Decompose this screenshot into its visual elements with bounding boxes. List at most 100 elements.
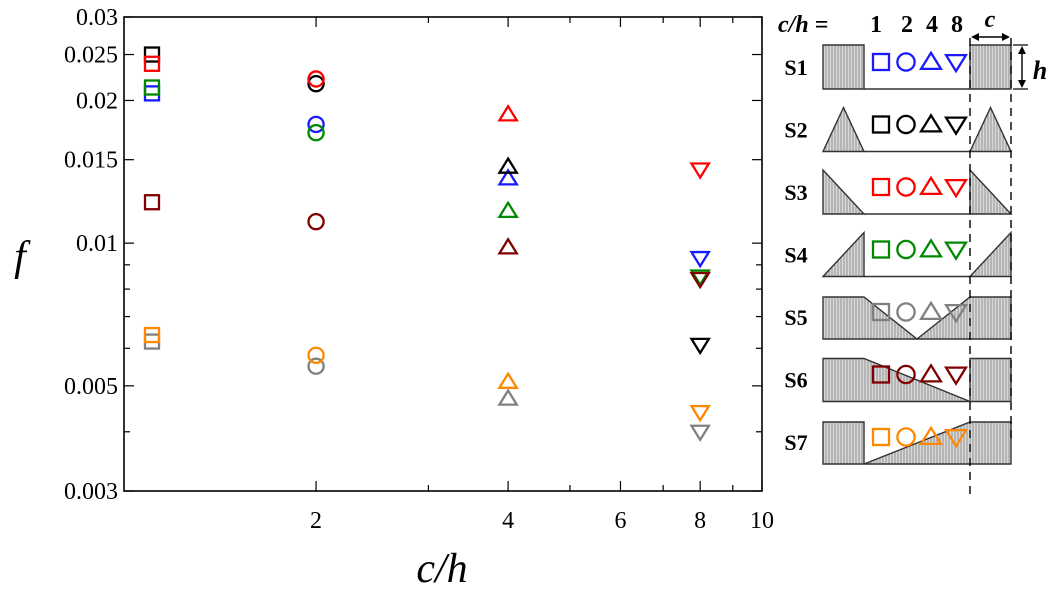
data-point-s5-ch8 bbox=[689, 424, 711, 443]
legend-row-label: S5 bbox=[784, 305, 807, 330]
legend-row-s1: S1 bbox=[784, 44, 1012, 90]
data-point-s6-ch4 bbox=[497, 237, 519, 255]
legend-geometry-slope-down bbox=[822, 357, 1012, 403]
legend-header-8: 8 bbox=[951, 12, 963, 38]
legend-geometry-ramp-up bbox=[821, 230, 1012, 278]
y-axis-label: f bbox=[14, 234, 31, 280]
legend-row-s7: S7 bbox=[784, 421, 1012, 465]
legend-header-1: 1 bbox=[870, 12, 882, 38]
data-point-s6-ch1 bbox=[143, 194, 161, 211]
legend-row-label: S2 bbox=[784, 118, 807, 143]
data-point-s3-ch2 bbox=[307, 70, 325, 88]
x-tick-label: 2 bbox=[310, 508, 322, 534]
data-point-s2-ch4 bbox=[497, 156, 519, 174]
x-tick-label: 10 bbox=[750, 508, 774, 534]
data-point-s2-ch2 bbox=[307, 74, 325, 93]
legend-row-label: S6 bbox=[784, 368, 807, 393]
legend-marker-triangle-up bbox=[919, 363, 943, 383]
legend-marker-triangle-up bbox=[919, 175, 943, 196]
legend-marker-triangle-up bbox=[919, 50, 943, 71]
legend-marker-square bbox=[871, 115, 891, 134]
legend-marker-square bbox=[871, 427, 891, 447]
data-point-s3-ch8 bbox=[689, 162, 711, 180]
data-point-s3-ch1 bbox=[143, 55, 161, 72]
legend-geometry-rect-block bbox=[822, 44, 1012, 90]
data-point-s1-ch4 bbox=[497, 168, 519, 186]
data-point-s7-ch4 bbox=[497, 371, 519, 389]
data-point-s5-ch4 bbox=[497, 388, 519, 406]
data-point-s4-ch4 bbox=[497, 200, 519, 219]
legend-marker-square bbox=[871, 177, 891, 197]
data-points bbox=[143, 46, 711, 443]
data-point-s2-ch8 bbox=[689, 337, 711, 356]
legend-row-label: S1 bbox=[784, 55, 807, 80]
y-tick-label: 0.025 bbox=[64, 43, 118, 69]
plot-frame bbox=[123, 16, 763, 492]
legend-row-label: S3 bbox=[784, 180, 807, 205]
legend-h-label: h bbox=[1033, 56, 1047, 85]
axis-ticks: 2 4 6 8 10 0.003 0.005 0.01 0.015 0.02 0.025 0.03 bbox=[64, 5, 774, 534]
data-point-s5-ch2 bbox=[307, 357, 325, 375]
c-dimension-arrow bbox=[971, 33, 1010, 41]
y-tick-label: 0.015 bbox=[64, 148, 118, 174]
legend-header-2: 2 bbox=[901, 12, 913, 38]
legend-c-label: c bbox=[985, 7, 996, 33]
h-dimension-arrow bbox=[1013, 44, 1028, 90]
y-tick-label: 0.01 bbox=[76, 231, 118, 257]
legend-row-s4: S4 bbox=[784, 230, 1012, 278]
legend-marker-triangle-down bbox=[944, 428, 968, 449]
legend-row-label: S4 bbox=[784, 243, 807, 268]
legend-marker-circle bbox=[896, 364, 916, 385]
x-tick-label: 8 bbox=[694, 508, 706, 534]
legend-marker-circle bbox=[896, 427, 916, 447]
legend-marker-circle bbox=[896, 302, 916, 322]
legend-marker-circle bbox=[896, 52, 916, 72]
data-point-s4-ch2 bbox=[307, 124, 325, 142]
legend-marker-circle bbox=[896, 177, 916, 197]
data-point-s4-ch1 bbox=[143, 79, 161, 96]
legend-marker-triangle-down bbox=[944, 366, 968, 386]
legend-row-s2: S2 bbox=[784, 105, 1013, 153]
data-point-s6-ch2 bbox=[307, 212, 325, 231]
legend-geometry-slope-up bbox=[822, 421, 1012, 465]
legend-marker-triangle-up bbox=[919, 425, 943, 446]
legend-marker-triangle-down bbox=[944, 241, 968, 261]
data-point-s6-ch8 bbox=[689, 271, 711, 290]
x-tick-label: 6 bbox=[614, 508, 626, 534]
legend-marker-triangle-up bbox=[919, 113, 943, 133]
legend-marker-circle bbox=[896, 114, 916, 135]
x-tick-label: 4 bbox=[502, 508, 514, 534]
data-point-s7-ch2 bbox=[307, 346, 325, 365]
legend-geometry-ramp-down bbox=[822, 168, 1013, 215]
x-axis-label: c/h bbox=[416, 546, 467, 591]
legend-marker-triangle-down bbox=[944, 178, 968, 199]
y-tick-label: 0.03 bbox=[76, 5, 118, 31]
legend-marker-triangle-up bbox=[919, 300, 943, 321]
legend-marker-triangle-down bbox=[944, 303, 968, 324]
y-tick-label: 0.003 bbox=[64, 479, 118, 505]
plot-axes bbox=[123, 16, 763, 492]
legend-marker-triangle-up bbox=[919, 238, 943, 258]
legend-geometry-triangle bbox=[821, 105, 1013, 153]
legend-marker-circle bbox=[896, 239, 916, 260]
data-point-s3-ch4 bbox=[497, 104, 519, 122]
data-point-s4-ch8 bbox=[689, 269, 711, 287]
legend-header-label: c/h = bbox=[778, 12, 828, 38]
data-point-s1-ch2 bbox=[307, 115, 325, 134]
legend-header-4: 4 bbox=[926, 12, 938, 38]
legend-geometry-v-notch bbox=[822, 296, 1012, 340]
data-point-s1-ch8 bbox=[689, 250, 711, 269]
legend-row-label: S7 bbox=[784, 430, 807, 455]
shape-legend: c/h = 1 2 4 8 c h S1 S2 S3 S4 S5 S6 S7 bbox=[778, 7, 1047, 500]
legend-marker-square bbox=[871, 240, 891, 259]
legend-row-s5: S5 bbox=[784, 296, 1012, 340]
data-point-s2-ch1 bbox=[143, 46, 161, 63]
legend-marker-square bbox=[871, 365, 891, 384]
legend-row-s3: S3 bbox=[784, 168, 1013, 215]
legend-marker-square bbox=[871, 52, 891, 72]
legend-marker-triangle-down bbox=[944, 116, 968, 136]
y-tick-label: 0.005 bbox=[64, 374, 118, 400]
legend-marker-triangle-down bbox=[944, 53, 968, 74]
legend-row-s6: S6 bbox=[784, 357, 1012, 403]
